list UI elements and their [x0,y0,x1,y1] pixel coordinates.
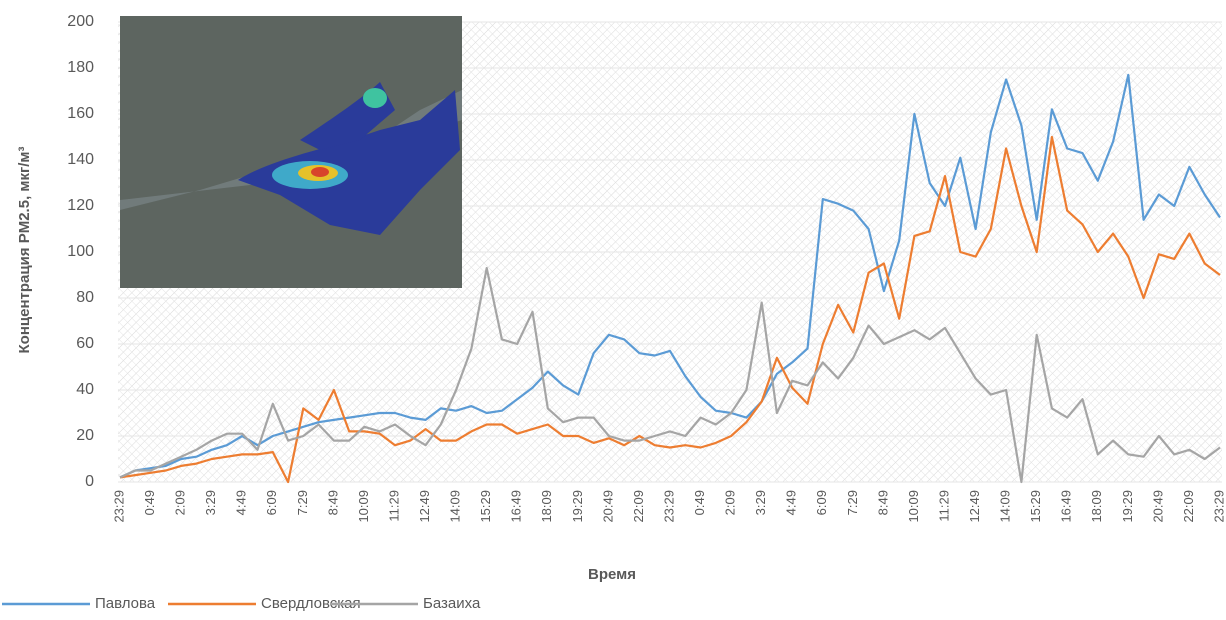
y-tick-label: 180 [67,59,94,76]
x-tick-label: 23:29 [1211,490,1226,523]
x-tick-label: 2:09 [173,490,188,515]
y-tick-label: 200 [67,13,94,30]
x-tick-label: 14:09 [448,490,463,523]
x-tick-label: 19:29 [1120,490,1135,523]
y-tick-label: 40 [76,381,94,398]
inset-map [120,16,462,288]
x-tick-label: 23:29 [111,490,126,523]
x-tick-label: 7:29 [845,490,860,515]
x-tick-label: 0:49 [692,490,707,515]
x-tick-label: 22:09 [631,490,646,523]
x-tick-label: 4:49 [234,490,249,515]
x-tick-label: 12:49 [967,490,982,523]
y-tick-label: 20 [76,427,94,444]
x-tick-label: 18:09 [1089,490,1104,523]
x-tick-label: 15:29 [478,490,493,523]
plume-peak [311,167,329,177]
x-tick-label: 3:29 [203,490,218,515]
x-tick-label: 6:09 [814,490,829,515]
y-tick-label: 140 [67,151,94,168]
y-tick-label: 160 [67,105,94,122]
y-tick-label: 100 [67,243,94,260]
x-tick-label: 10:09 [356,490,371,523]
x-tick-label: 2:09 [723,490,738,515]
x-tick-label: 16:49 [509,490,524,523]
legend-label: Базаиха [423,595,481,612]
x-tick-label: 16:49 [1059,490,1074,523]
x-tick-label: 11:29 [386,490,401,522]
x-tick-label: 11:29 [936,490,951,522]
y-tick-label: 80 [76,289,94,306]
x-tick-label: 15:29 [1028,490,1043,523]
x-tick-label: 4:49 [784,490,799,515]
legend-label: Павлова [95,595,156,612]
x-tick-label: 6:09 [264,490,279,515]
x-tick-label: 14:09 [998,490,1013,523]
x-tick-label: 10:09 [906,490,921,523]
x-tick-label: 8:49 [875,490,890,515]
x-tick-label: 0:49 [142,490,157,515]
chart: Концентрация PM2.5, мкг/м³ Время Павлова… [0,0,1226,615]
x-tick-label: 23:29 [661,490,676,523]
plume-north-high [363,88,387,108]
y-tick-label: 0 [85,473,94,490]
x-tick-label: 22:09 [1181,490,1196,523]
x-tick-label: 19:29 [570,490,585,523]
x-tick-label: 7:29 [295,490,310,515]
y-tick-label: 60 [76,335,94,352]
y-axis-title: Концентрация PM2.5, мкг/м³ [16,146,33,353]
x-tick-label: 20:49 [1150,490,1165,523]
x-tick-label: 12:49 [417,490,432,523]
x-tick-label: 18:09 [539,490,554,523]
y-tick-label: 120 [67,197,94,214]
x-tick-label: 3:29 [753,490,768,515]
x-tick-label: 20:49 [600,490,615,523]
x-axis-title: Время [588,566,636,583]
x-tick-label: 8:49 [325,490,340,515]
